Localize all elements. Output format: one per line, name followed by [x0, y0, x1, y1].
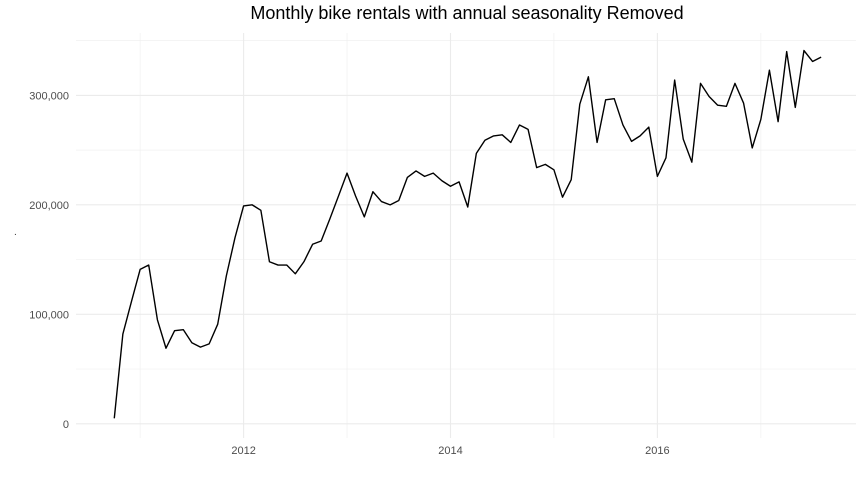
x-tick-label: 2016 — [645, 445, 669, 457]
y-axis-label: . — [14, 227, 17, 238]
chart-title: Monthly bike rentals with annual seasona… — [250, 3, 684, 23]
series-layer — [113, 49, 822, 419]
x-tick-label: 2014 — [438, 445, 462, 457]
x-tick-label: 2012 — [231, 445, 255, 457]
y-tick-label: 300,000 — [29, 90, 69, 102]
y-tick-label: 200,000 — [29, 200, 69, 212]
minor-gridlines — [76, 33, 856, 438]
y-tick-label: 0 — [63, 419, 69, 431]
x-axis-ticks: 2012 2014 2016 — [231, 445, 669, 457]
series-line — [113, 49, 822, 419]
y-axis-ticks: 0 100,000 200,000 300,000 — [29, 90, 69, 430]
major-gridlines — [76, 33, 856, 438]
y-tick-label: 100,000 — [29, 309, 69, 321]
